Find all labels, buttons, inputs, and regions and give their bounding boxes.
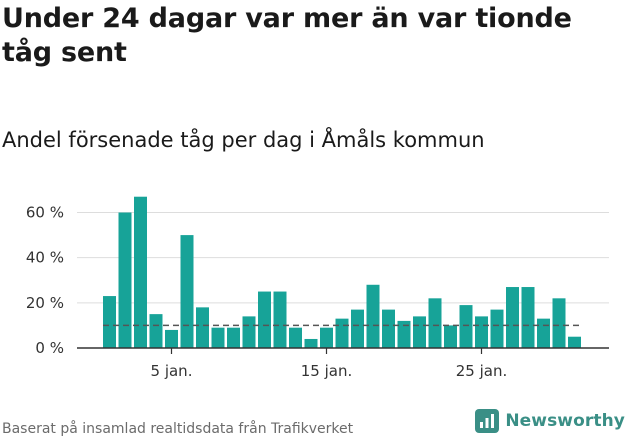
x-tick-label: 5 jan. (151, 362, 193, 380)
bar (490, 309, 504, 348)
chart-subtitle: Andel försenade tåg per dag i Åmåls komm… (2, 128, 485, 152)
bar (444, 325, 457, 348)
bar (134, 196, 147, 348)
y-tick-label: 20 % (26, 294, 64, 312)
newsworthy-chart-logo-icon (475, 409, 500, 433)
brand-name: Newsworthy (505, 411, 625, 431)
brand-logo[interactable]: Newsworthy (475, 409, 625, 433)
bar (428, 298, 442, 348)
bar (242, 316, 256, 348)
y-tick-label: 40 % (26, 249, 64, 267)
bar (304, 338, 318, 348)
bar (568, 336, 581, 348)
x-tick-label: 15 jan. (301, 362, 353, 380)
y-tick-label: 60 % (26, 204, 64, 222)
source-note: Baserat på insamlad realtidsdata från Tr… (2, 421, 354, 437)
bar (382, 309, 395, 348)
bar (459, 305, 473, 348)
bar (475, 316, 488, 348)
y-axis-tick-labels: 0 % 20 % 40 % 60 % (26, 204, 64, 357)
grid-lines (77, 212, 609, 304)
bar (351, 309, 364, 348)
bar (397, 320, 411, 348)
bar (521, 287, 535, 348)
bar (506, 287, 519, 348)
bar (211, 327, 225, 348)
bar (258, 291, 271, 348)
bar (196, 307, 209, 348)
bar-chart: 0 % 20 % 40 % 60 % 5 jan. 15 jan. 25 jan. (26, 196, 609, 380)
y-tick-label: 0 % (35, 339, 64, 357)
x-tick-label: 25 jan. (456, 362, 508, 380)
bar (273, 291, 287, 348)
x-axis-tick-labels: 5 jan. 15 jan. 25 jan. (151, 362, 508, 380)
bar (335, 318, 349, 348)
bar (149, 314, 163, 348)
bar (103, 296, 116, 348)
bar (366, 284, 380, 348)
bar (227, 327, 240, 348)
bar (552, 298, 566, 348)
chart-headline: Under 24 dagar var mer än var tionde tåg… (2, 3, 572, 68)
bars (103, 196, 581, 348)
x-axis (77, 347, 609, 354)
bar (289, 327, 302, 348)
bar (320, 327, 333, 348)
bar (165, 329, 178, 348)
bar (118, 212, 132, 348)
bar (180, 235, 194, 348)
bar (537, 318, 550, 348)
bar (413, 316, 426, 348)
